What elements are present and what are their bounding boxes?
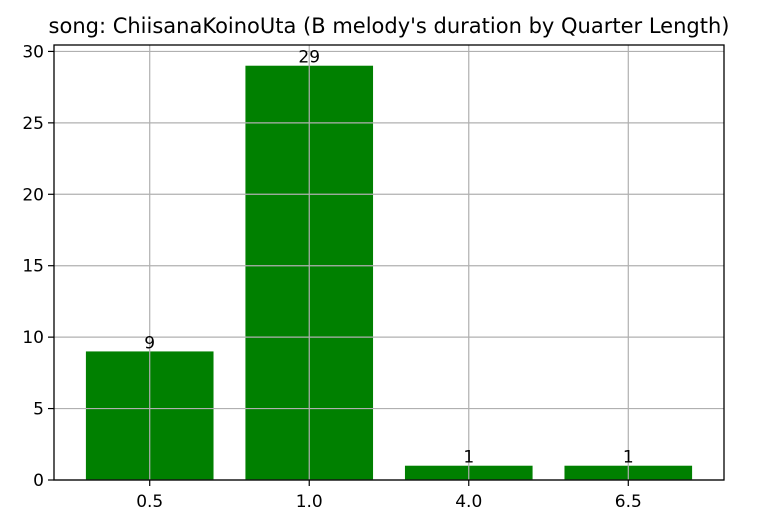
y-tick-label: 5 (33, 400, 44, 420)
bars (85, 65, 693, 480)
y-axis: 0 5 10 15 20 25 30 (22, 42, 54, 491)
x-tick-label: 1.0 (296, 492, 323, 512)
y-tick-label: 30 (22, 42, 44, 62)
y-tick-label: 10 (22, 328, 44, 348)
x-tick-label: 0.5 (136, 492, 163, 512)
chart-title: song: ChiisanaKoinoUta (B melody's durat… (49, 14, 730, 38)
data-labels: 9 29 1 1 (144, 48, 633, 468)
y-tick-label: 15 (22, 257, 44, 277)
data-label: 1 (623, 448, 634, 468)
x-tick-label: 4.0 (455, 492, 482, 512)
y-tick-label: 20 (22, 185, 44, 205)
data-label: 9 (144, 333, 155, 353)
x-tick-label: 6.5 (615, 492, 642, 512)
data-label: 29 (298, 48, 320, 68)
plot-frame (53, 44, 725, 481)
x-axis: 0.5 1.0 4.0 6.5 (136, 480, 642, 512)
y-tick-label: 25 (22, 114, 44, 134)
y-tick-label: 0 (33, 471, 44, 491)
data-label: 1 (463, 448, 474, 468)
